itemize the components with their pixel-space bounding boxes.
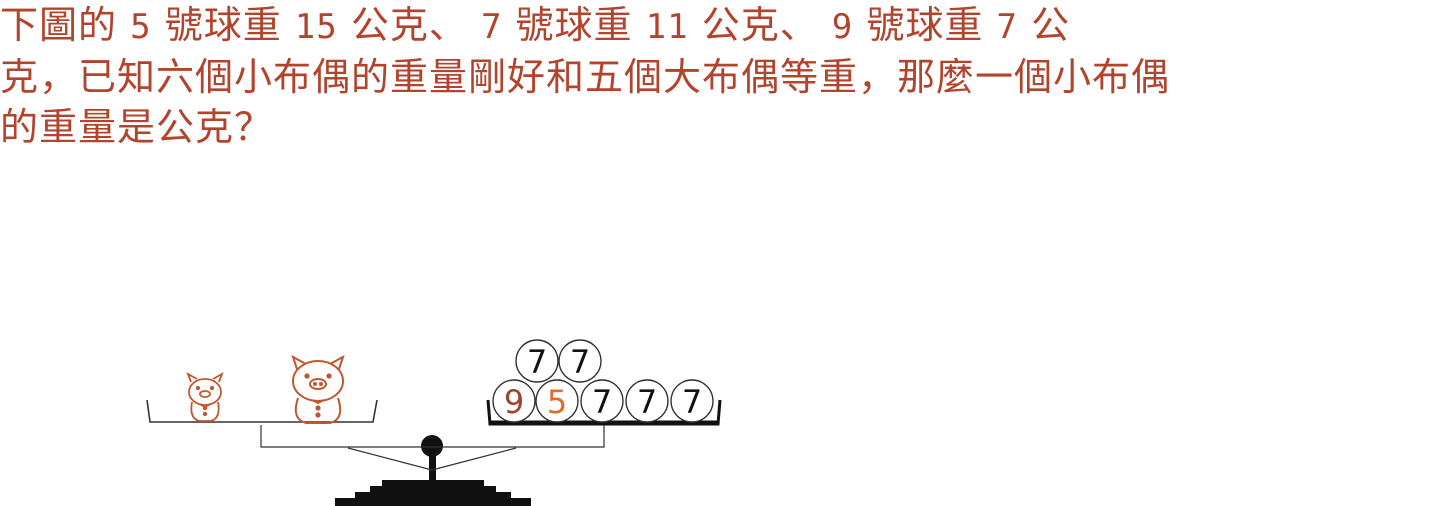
q1-seg: 公克、 [350,3,468,47]
ball-7: 7 [625,379,669,423]
q1-num: 7 [996,7,1018,47]
q1-seg: 號球重 [515,3,633,47]
ball-label: 9 [504,383,524,421]
ball-group-bottom-row: 9 5 7 7 7 [492,379,714,423]
ball-7: 7 [558,339,602,383]
ball-label: 7 [527,343,547,381]
q1-seg: 公克、 [701,3,819,47]
q1-seg: 號球重 [866,3,984,47]
q1-seg: 下圖的 [0,3,118,47]
ball-7: 7 [515,339,559,383]
q1-num: 7 [480,7,503,47]
q1-num: 9 [831,7,854,47]
large-pig-plush [291,354,345,424]
scale-pillar [421,435,443,482]
ball-label: 5 [547,383,567,421]
question-line-1: 下圖的 5 號球重 15 公克、 7 號球重 11 公克、 9 號球重 7 公 [0,0,1431,52]
ball-7: 7 [580,379,624,423]
ball-label: 7 [682,383,702,421]
q1-seg: 公 [1031,3,1071,47]
ball-label: 7 [637,383,657,421]
scale-strings [260,425,605,471]
ball-9: 9 [492,379,536,423]
ball-group-top-row: 7 7 [515,339,602,383]
question-text: 下圖的 5 號球重 15 公克、 7 號球重 11 公克、 9 號球重 7 公 … [0,0,1431,152]
question-line-2: 克，已知六個小布偶的重量剛好和五個大布偶等重，那麼一個小布偶 [0,55,1171,99]
q1-num: 5 [130,7,152,47]
ball-label: 7 [570,343,590,381]
left-pan [146,399,378,423]
ball-5: 5 [535,379,579,423]
scale-base [335,480,531,506]
question-line-3: 的重量是公克？ [0,105,274,149]
ball-label: 7 [592,383,612,421]
ball-7: 7 [670,379,714,423]
pivot-knob [421,435,443,457]
q1-num: 11 [645,7,689,47]
q1-num: 15 [294,7,338,47]
small-pig-plush [186,372,224,422]
q1-seg: 號球重 [164,3,282,47]
